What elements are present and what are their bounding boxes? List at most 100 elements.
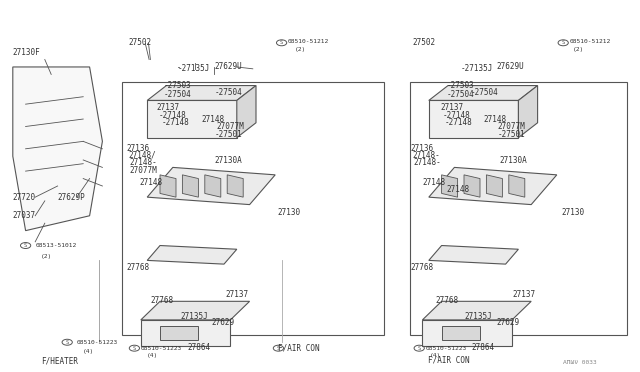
- Polygon shape: [182, 175, 198, 197]
- Text: 27137: 27137: [440, 103, 463, 112]
- Polygon shape: [429, 100, 518, 138]
- Text: -27503: -27503: [447, 81, 474, 90]
- Text: 27077M: 27077M: [498, 122, 525, 131]
- Text: S: S: [65, 340, 69, 345]
- Polygon shape: [422, 320, 512, 346]
- Polygon shape: [227, 175, 243, 197]
- Text: -27135J: -27135J: [178, 64, 211, 73]
- Text: 27130A: 27130A: [499, 156, 527, 165]
- Text: 27130: 27130: [277, 208, 300, 217]
- Text: 27130: 27130: [561, 208, 584, 217]
- Text: 27148: 27148: [447, 185, 470, 194]
- Text: 27148/: 27148/: [128, 151, 156, 160]
- Text: (4): (4): [430, 353, 442, 358]
- Text: 27137: 27137: [157, 103, 180, 112]
- Text: 27148: 27148: [202, 115, 225, 124]
- Text: 27135J: 27135J: [465, 312, 492, 321]
- Polygon shape: [429, 246, 518, 264]
- Polygon shape: [518, 86, 538, 138]
- Text: S: S: [132, 346, 136, 351]
- Text: 27148-: 27148-: [129, 158, 157, 167]
- Text: 27502: 27502: [413, 38, 436, 47]
- Text: 27148-: 27148-: [412, 151, 440, 160]
- Polygon shape: [141, 301, 250, 320]
- Text: 27629U: 27629U: [496, 62, 524, 71]
- Text: 27137: 27137: [225, 290, 248, 299]
- Text: 27148-: 27148-: [413, 158, 441, 167]
- Text: 27148: 27148: [140, 178, 163, 187]
- Text: (2): (2): [40, 254, 52, 259]
- Text: (4): (4): [147, 353, 159, 358]
- Text: 27864: 27864: [471, 343, 494, 352]
- Text: -27504: -27504: [163, 90, 191, 99]
- Text: 27136: 27136: [411, 144, 434, 153]
- Polygon shape: [141, 320, 230, 346]
- Text: Aπων 0033: Aπων 0033: [563, 360, 597, 365]
- Polygon shape: [486, 175, 502, 197]
- Polygon shape: [147, 246, 237, 264]
- Polygon shape: [464, 175, 480, 197]
- Polygon shape: [13, 67, 102, 231]
- Text: 27148: 27148: [422, 178, 445, 187]
- Text: -27504: -27504: [470, 88, 498, 97]
- Text: 27720: 27720: [13, 193, 36, 202]
- Text: -27501: -27501: [214, 130, 242, 139]
- Text: S: S: [276, 346, 280, 351]
- Bar: [160, 326, 198, 340]
- Text: 27629U: 27629U: [214, 62, 242, 71]
- Text: -27148: -27148: [445, 118, 472, 127]
- Text: -27148: -27148: [443, 111, 470, 120]
- Polygon shape: [422, 301, 531, 320]
- Text: 27037: 27037: [13, 211, 36, 220]
- Text: 27768: 27768: [435, 296, 458, 305]
- Text: 27629: 27629: [496, 318, 519, 327]
- Text: F/HEATER: F/HEATER: [42, 356, 79, 365]
- Text: -27504: -27504: [214, 88, 242, 97]
- Text: F/AIR CON: F/AIR CON: [428, 356, 469, 365]
- Polygon shape: [429, 167, 557, 205]
- Text: 27629: 27629: [211, 318, 234, 327]
- Text: -27501: -27501: [498, 130, 525, 139]
- Polygon shape: [237, 86, 256, 138]
- Polygon shape: [147, 86, 256, 100]
- Text: 27768: 27768: [411, 263, 434, 272]
- Text: 27137: 27137: [512, 290, 535, 299]
- Text: S: S: [561, 40, 565, 45]
- Text: 27136: 27136: [127, 144, 150, 153]
- Text: 27502: 27502: [128, 38, 151, 47]
- Text: -27135J: -27135J: [461, 64, 493, 73]
- Text: 08510-51223: 08510-51223: [141, 346, 182, 351]
- Text: (4): (4): [83, 349, 95, 354]
- Text: -27503: -27503: [163, 81, 191, 90]
- Text: 27130F: 27130F: [13, 48, 40, 57]
- Text: 08510-51223: 08510-51223: [426, 346, 467, 351]
- Text: S: S: [24, 243, 28, 248]
- Text: (2): (2): [573, 46, 584, 52]
- Text: 27130A: 27130A: [214, 156, 242, 165]
- Bar: [442, 326, 480, 340]
- Text: F/AIR CON: F/AIR CON: [278, 343, 320, 352]
- Bar: [410, 82, 627, 335]
- Text: S: S: [417, 346, 421, 351]
- Text: -27148: -27148: [161, 118, 189, 127]
- Text: 27768: 27768: [127, 263, 150, 272]
- Polygon shape: [442, 175, 458, 197]
- Text: -27148: -27148: [159, 111, 186, 120]
- Text: 27148: 27148: [483, 115, 506, 124]
- Text: 27864: 27864: [188, 343, 211, 352]
- Text: (2): (2): [294, 46, 306, 52]
- Text: 08510-51212: 08510-51212: [570, 39, 611, 44]
- Text: -27504: -27504: [447, 90, 474, 99]
- Text: 27077M: 27077M: [216, 122, 244, 131]
- Polygon shape: [160, 175, 176, 197]
- Text: 27768: 27768: [150, 296, 173, 305]
- Text: 27135J: 27135J: [180, 312, 208, 321]
- Text: 27629P: 27629P: [58, 193, 85, 202]
- Text: 08513-51012: 08513-51012: [35, 243, 76, 248]
- Text: 08510-51223: 08510-51223: [77, 340, 118, 345]
- Text: 27077M: 27077M: [129, 166, 157, 174]
- Bar: [122, 82, 384, 335]
- Text: 08510-51212: 08510-51212: [288, 39, 329, 44]
- Polygon shape: [509, 175, 525, 197]
- Polygon shape: [147, 100, 237, 138]
